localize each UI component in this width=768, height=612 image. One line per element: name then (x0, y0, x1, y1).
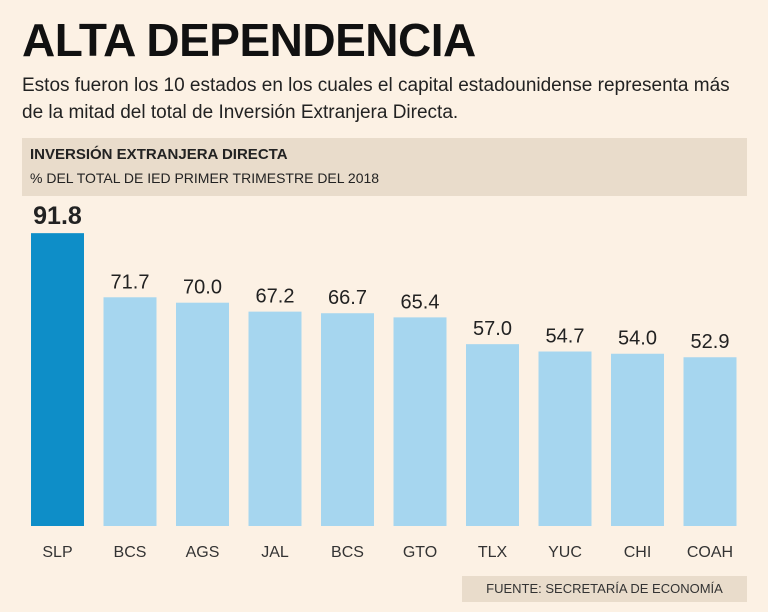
bar-coah-9 (683, 357, 737, 526)
category-label: YUC (548, 544, 582, 561)
category-label: AGS (186, 544, 220, 561)
bar-bcs-1 (103, 297, 157, 526)
category-label: CHI (624, 544, 652, 561)
value-label: 71.7 (111, 271, 150, 293)
value-label: 67.2 (256, 286, 295, 308)
bar-gto-5 (393, 317, 447, 526)
source-note: FUENTE: SECRETARÍA DE ECONOMÍA (462, 576, 747, 602)
bar-chi-8 (611, 353, 664, 526)
bar-yuc-7 (538, 351, 592, 526)
category-label: COAH (687, 544, 733, 561)
value-label: 66.7 (328, 287, 367, 309)
value-label: 91.8 (33, 202, 82, 230)
bar-jal-3 (248, 311, 302, 526)
chart-subtitle: % DEL TOTAL DE IED PRIMER TRIMESTRE DEL … (30, 170, 380, 186)
category-label: JAL (261, 544, 289, 561)
category-label: BCS (331, 544, 364, 561)
category-label: SLP (42, 544, 72, 561)
chart-header-band: INVERSIÓN EXTRANJERA DIRECTA % DEL TOTAL… (22, 138, 747, 196)
value-label: 70.0 (183, 277, 222, 299)
category-label: GTO (403, 544, 437, 561)
value-label: 57.0 (473, 318, 512, 340)
value-label: 52.9 (691, 331, 730, 353)
bar-bcs-4 (321, 313, 374, 526)
description: Estos fueron los 10 estados en los cuale… (22, 75, 730, 123)
value-label: 65.4 (401, 291, 440, 313)
bar-chart: 91.8 SLP 71.7 BCS 70.0 AGS 67.2 JAL 66.7 BCS 65.4 G… (31, 202, 737, 561)
bar-tlx-6 (466, 344, 519, 526)
value-label: 54.7 (546, 326, 585, 348)
category-label: BCS (114, 544, 147, 561)
page-title: ALTA DEPENDENCIA (22, 14, 476, 66)
category-label: TLX (478, 544, 508, 561)
bar-slp-0 (31, 233, 84, 526)
value-label: 54.0 (618, 328, 657, 350)
bar-ags-2 (176, 302, 229, 526)
chart-title: INVERSIÓN EXTRANJERA DIRECTA (30, 146, 288, 163)
